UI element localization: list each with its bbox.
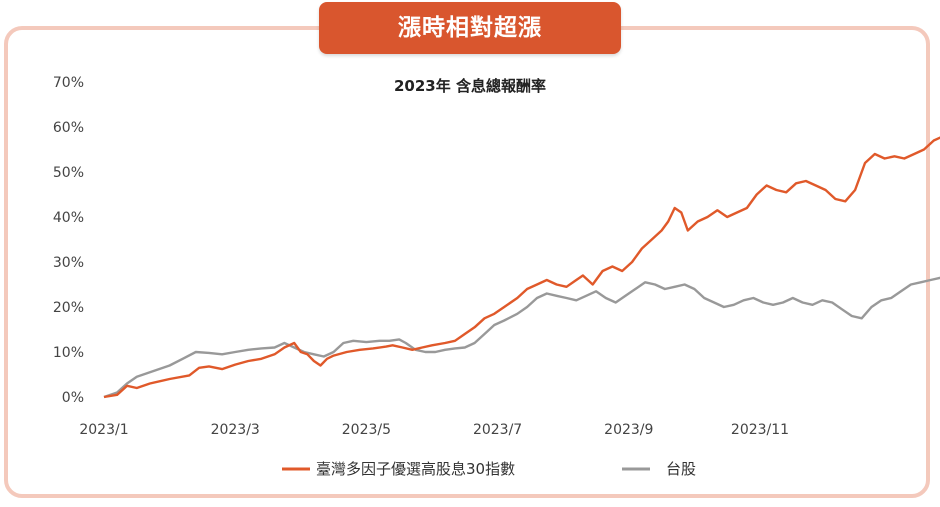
headline-banner: 漲時相對超漲 — [319, 2, 621, 54]
chart-title: 2023年 含息總報酬率 — [394, 77, 546, 95]
legend-label: 台股 — [666, 460, 696, 478]
x-tick-label: 2023/7 — [473, 422, 522, 438]
legend-label: 臺灣多因子優選高股息30指數 — [316, 460, 515, 478]
x-axis: 2023/1 2023/3 2023/5 2023/7 2023/9 2023/11 — [79, 422, 789, 438]
y-tick-label: 70% — [53, 75, 84, 91]
y-tick-label: 10% — [53, 345, 84, 361]
series-line-taiex — [103, 276, 940, 399]
y-tick-label: 40% — [53, 210, 84, 226]
y-tick-label: 60% — [53, 120, 84, 136]
series-line-high-dividend-index — [103, 136, 940, 399]
x-tick-label: 2023/9 — [604, 422, 653, 438]
y-tick-label: 20% — [53, 300, 84, 316]
x-tick-label: 2023/5 — [342, 422, 391, 438]
series-lines — [103, 136, 940, 399]
y-axis: 0% 10% 20% 30% 40% 50% 60% 70% — [53, 75, 84, 406]
x-tick-label: 2023/11 — [731, 422, 789, 438]
x-tick-label: 2023/3 — [211, 422, 260, 438]
y-tick-label: 0% — [62, 390, 84, 406]
x-tick-label: 2023/1 — [79, 422, 128, 438]
y-tick-label: 30% — [53, 255, 84, 271]
y-tick-label: 50% — [53, 165, 84, 181]
legend: 臺灣多因子優選高股息30指數 台股 — [282, 460, 696, 478]
headline-text: 漲時相對超漲 — [398, 15, 542, 41]
